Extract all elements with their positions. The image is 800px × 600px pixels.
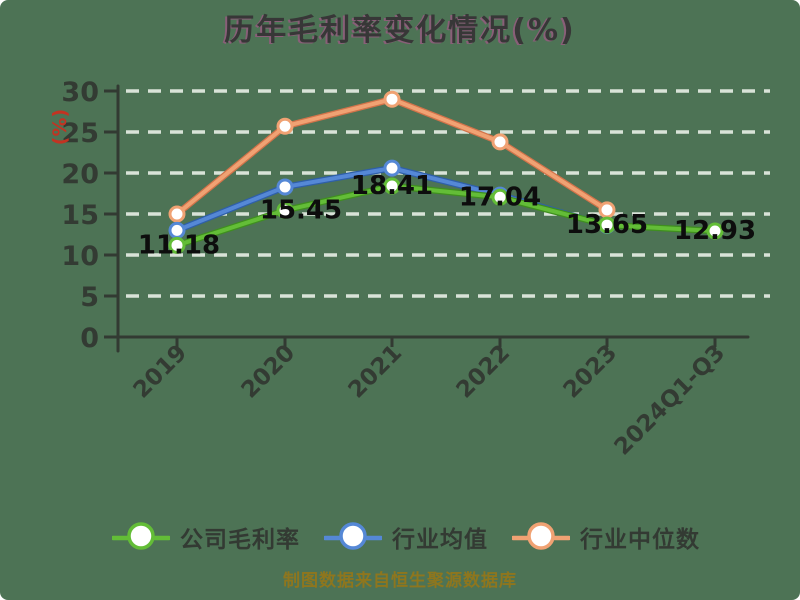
x-tick-label: 2019 xyxy=(129,340,193,404)
company-margin-marker xyxy=(276,201,294,219)
industry-median-legend-marker-icon xyxy=(512,522,570,550)
company-margin-marker xyxy=(706,222,724,240)
industry-median-marker xyxy=(168,205,186,223)
data-label: 12.93 xyxy=(674,216,756,246)
data-label: 18.41 xyxy=(351,171,433,201)
y-tick-label: 30 xyxy=(61,77,99,108)
data-label: 17.04 xyxy=(459,182,541,212)
legend-label: 行业均值 xyxy=(392,527,488,553)
legend-item-industry-mean: 行业均值 xyxy=(324,520,488,554)
legend-label: 公司毛利率 xyxy=(180,527,300,553)
industry-median-marker xyxy=(383,90,401,108)
legend: 公司毛利率 行业均值 行业中位数 xyxy=(112,515,700,559)
company-margin-marker xyxy=(491,188,509,206)
y-tick-label: 25 xyxy=(61,118,99,149)
data-label: 15.45 xyxy=(260,195,342,225)
industry-median-marker xyxy=(276,117,294,135)
company-margin-line xyxy=(175,184,717,248)
industry-median-marker xyxy=(491,133,509,151)
x-tick-label: 2023 xyxy=(559,340,623,404)
data-label: 11.18 xyxy=(138,230,220,260)
company-margin-marker xyxy=(598,216,616,234)
company-margin-legend-marker-icon xyxy=(112,522,170,550)
industry-mean-marker xyxy=(276,178,294,196)
y-tick-label: 5 xyxy=(80,282,99,313)
data-label: 13.65 xyxy=(566,210,648,240)
industry-mean-legend-marker-icon xyxy=(324,522,382,550)
x-tick-label: 2020 xyxy=(237,340,301,404)
company-margin-marker xyxy=(168,236,186,254)
y-tick-label: 20 xyxy=(61,159,99,190)
x-tick-label: 2021 xyxy=(344,340,408,404)
y-tick-label: 0 xyxy=(80,323,99,354)
x-tick-label: 2022 xyxy=(452,340,516,404)
y-tick-label: 15 xyxy=(61,200,99,231)
legend-item-company-margin: 公司毛利率 xyxy=(112,520,300,554)
y-tick-label: 10 xyxy=(61,241,99,272)
legend-item-industry-median: 行业中位数 xyxy=(512,520,700,554)
x-tick-label: 2024Q1-Q3 xyxy=(610,340,731,461)
y-axis-unit-label: (%) xyxy=(49,109,71,145)
data-source-note: 制图数据来自恒生聚源数据库 xyxy=(283,571,517,591)
company-margin-marker xyxy=(383,177,401,195)
legend-label: 行业中位数 xyxy=(580,527,700,553)
industry-mean-marker xyxy=(383,159,401,177)
chart-title: 历年毛利率变化情况(%) xyxy=(224,13,576,48)
